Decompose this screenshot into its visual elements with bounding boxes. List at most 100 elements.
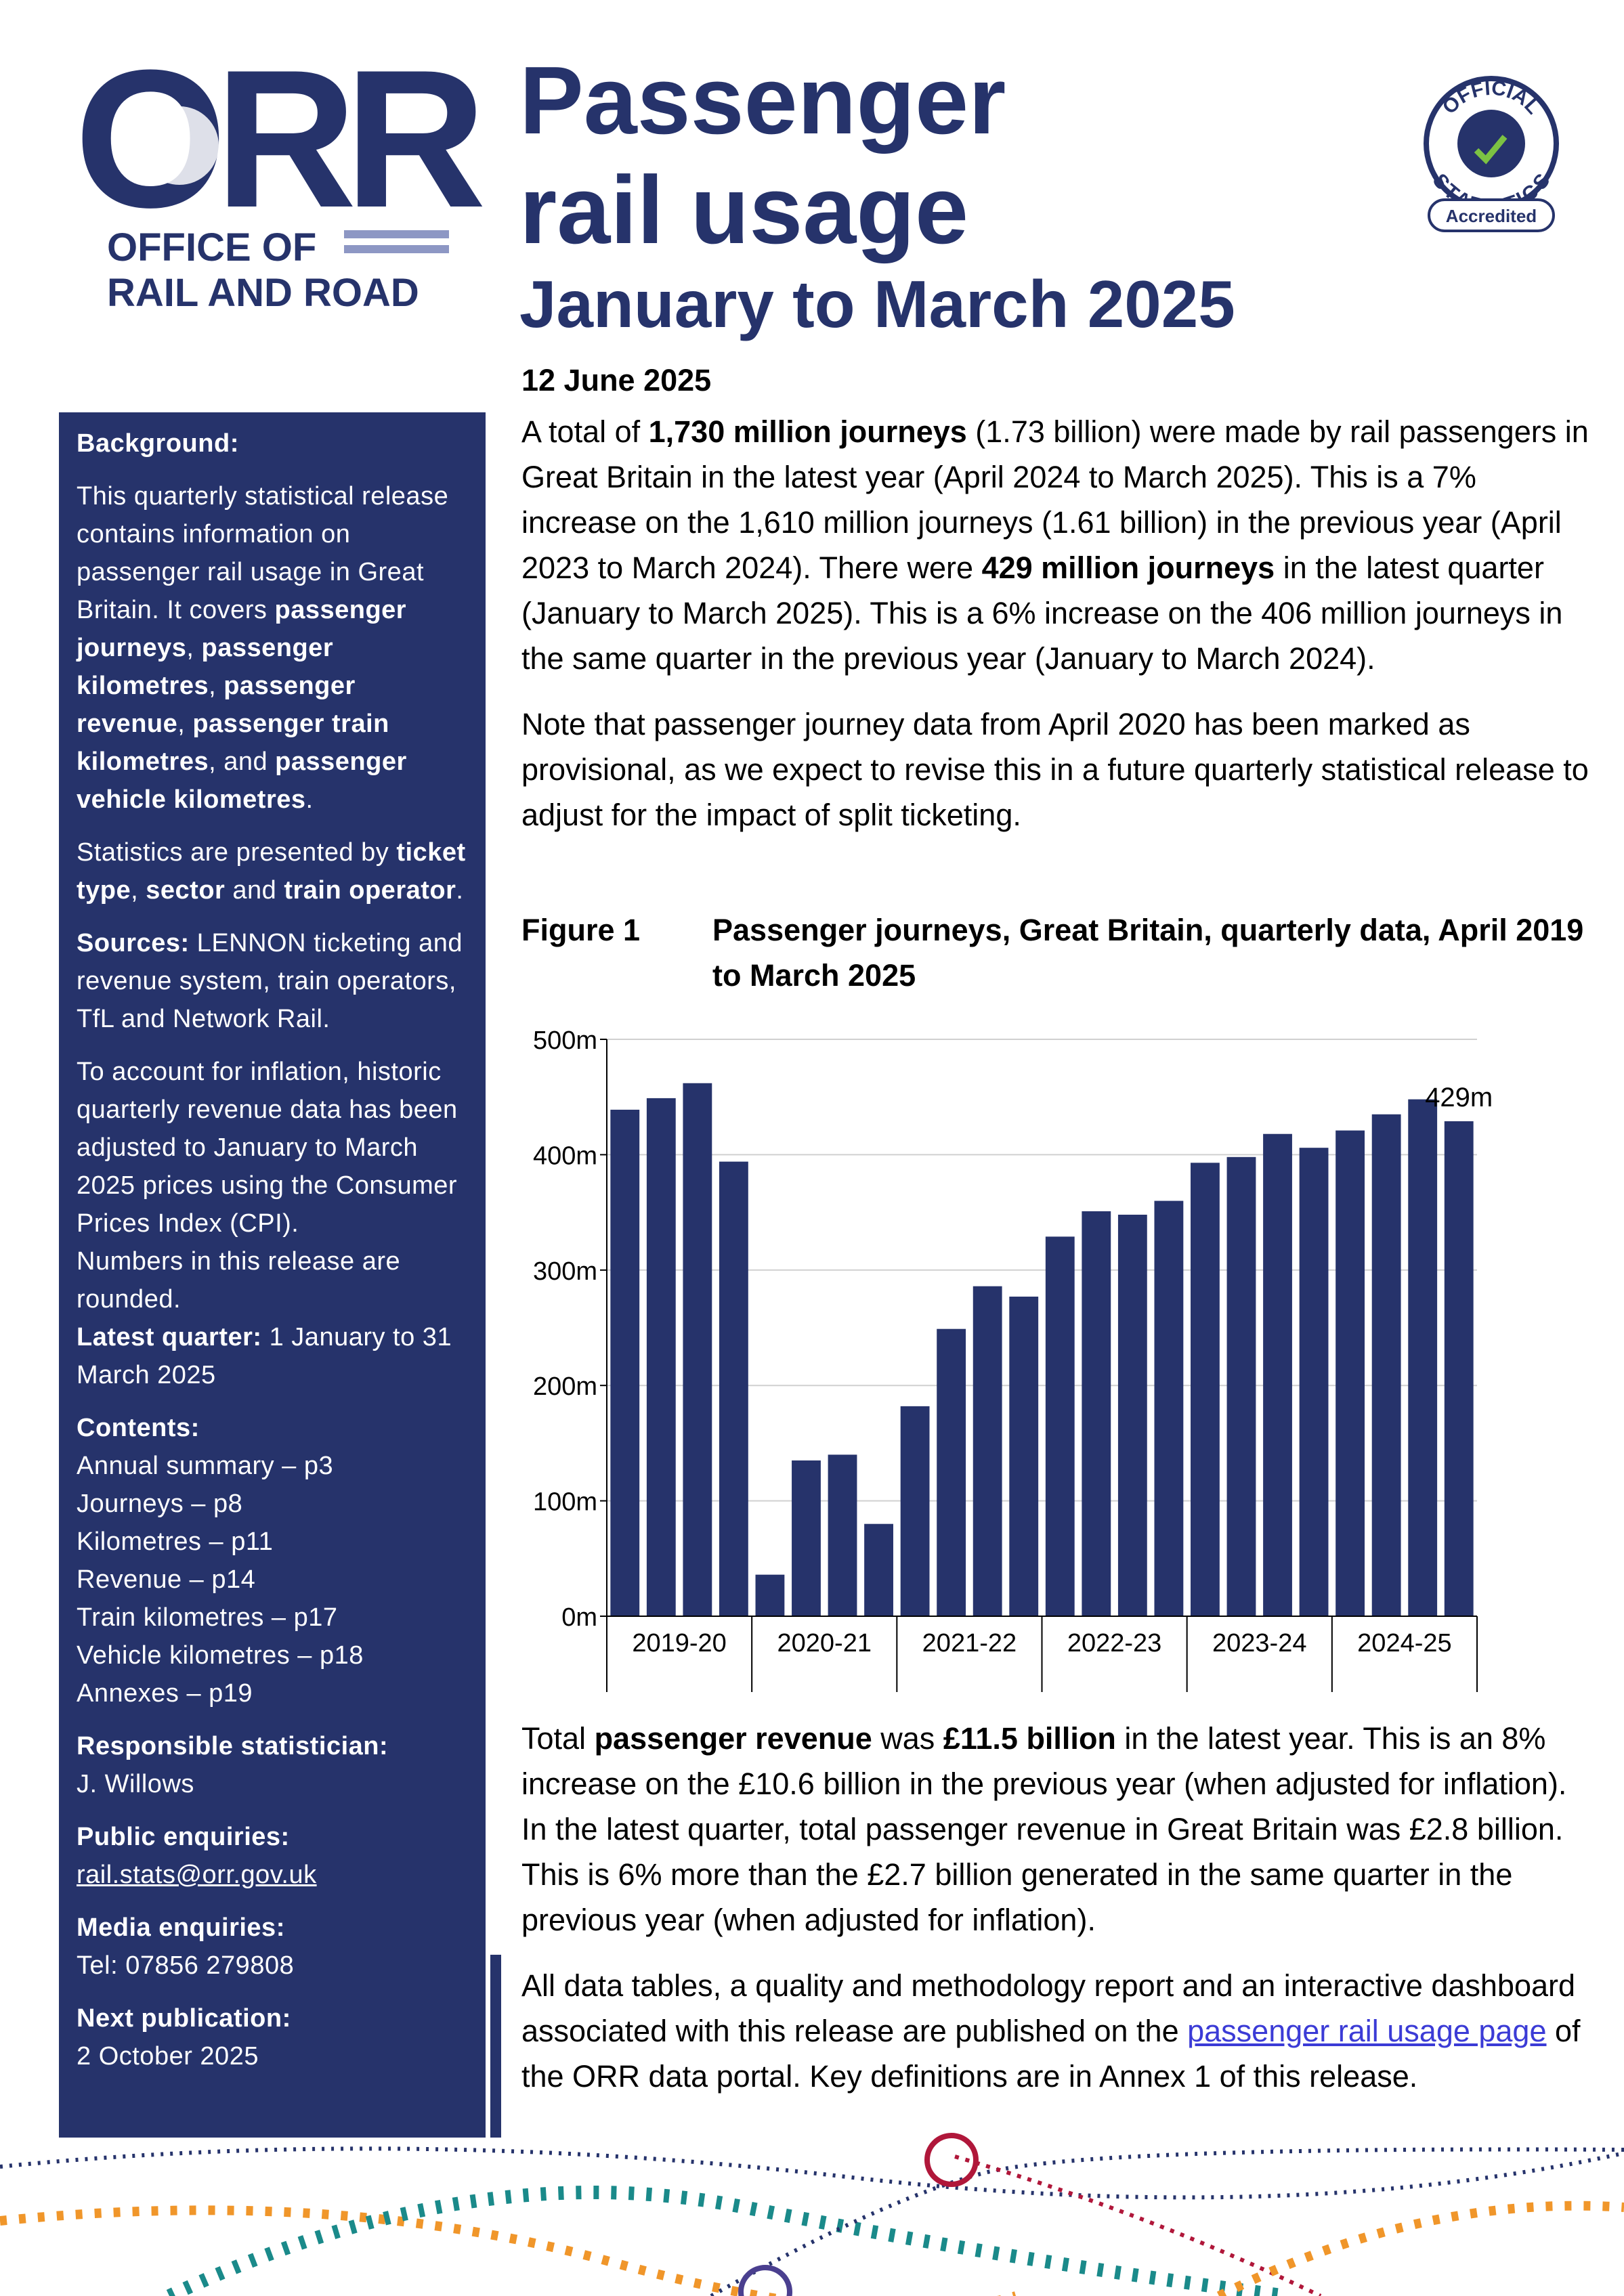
text-run: Total (521, 1721, 595, 1756)
bar (1009, 1296, 1039, 1616)
text-run: . (456, 876, 464, 905)
body-text: Total passenger revenue was £11.5 billio… (521, 1716, 1591, 2119)
sidebar-block: Sources: LENNON ticketing and revenue sy… (77, 924, 468, 1038)
bold-text: sector (146, 876, 226, 905)
text-run: , (209, 672, 224, 700)
sidebar-block: This quarterly statistical release conta… (77, 477, 468, 819)
paragraph: All data tables, a quality and methodolo… (521, 1963, 1591, 2099)
sidebar-line: Train kilometres – p17 (77, 1599, 468, 1637)
bar (937, 1328, 966, 1616)
logo-letters: ORR (74, 29, 483, 248)
bold-text: passenger kilometres (77, 634, 334, 700)
bar (828, 1454, 857, 1616)
text-run: , (186, 634, 202, 662)
sidebar-block: Media enquiries: Tel: 07856 279808 (77, 1909, 468, 1985)
sidebar-line: Journeys – p8 (77, 1485, 468, 1523)
bold-text: 1,730 million journeys (648, 414, 967, 449)
sidebar-line: Responsible statistician: (77, 1727, 468, 1765)
bar (1335, 1130, 1365, 1616)
bold-text: passenger vehicle kilometres (77, 748, 407, 814)
bold-text: passenger revenue (77, 672, 356, 738)
sidebar-line: Media enquiries: (77, 1909, 468, 1947)
x-group-label: 2019-20 (632, 1629, 726, 1658)
text-run: , and (209, 748, 276, 776)
text-run: Tel: 07856 279808 (77, 1951, 295, 1980)
logo-stripe (344, 245, 449, 253)
sidebar-line: Tel: 07856 279808 (77, 1947, 468, 1985)
text-run: Vehicle kilometres – p18 (77, 1641, 364, 1670)
text-run: of the ORR data portal. Key definitions … (521, 2014, 1581, 2094)
bold-text: passenger journeys (77, 596, 407, 662)
link[interactable]: passenger rail usage page (1187, 2014, 1547, 2048)
bar (1263, 1133, 1292, 1616)
bar (1045, 1236, 1075, 1616)
text-run: LENNON ticketing and revenue system, tra… (77, 929, 463, 1033)
sidebar: Background: This quarterly statistical re… (59, 412, 486, 2138)
text-run: Kilometres – p11 (77, 1528, 274, 1556)
sidebar-line: Revenue – p14 (77, 1561, 468, 1599)
bar (973, 1286, 1002, 1616)
bold-text: Media enquiries: (77, 1913, 285, 1942)
bold-text: passenger train kilometres (77, 710, 389, 776)
text-run: Revenue – p14 (77, 1565, 256, 1594)
bar (1408, 1099, 1438, 1616)
bold-text: train operator (284, 876, 456, 905)
text-run: Journeys – p8 (77, 1490, 243, 1518)
text-run: A total of (521, 414, 649, 449)
text-run: was (872, 1721, 943, 1756)
bold-text: Public enquiries: (77, 1823, 290, 1851)
bar (1191, 1163, 1220, 1616)
sidebar-line: To account for inflation, historic quart… (77, 1053, 468, 1242)
y-tick-label: 500m (533, 1026, 597, 1055)
sidebar-line: Kilometres – p11 (77, 1523, 468, 1561)
bold-text: Contents: (77, 1414, 200, 1442)
bar (900, 1406, 930, 1616)
bar (1154, 1200, 1184, 1616)
bold-text: Sources: (77, 929, 190, 957)
badge-label: Accredited (1446, 206, 1537, 226)
intro: A total of 1,730 million journeys (1.73 … (521, 409, 1591, 858)
bar (1117, 1215, 1147, 1616)
sidebar-line: Next publication: (77, 1999, 468, 2037)
x-group-label: 2022-23 (1067, 1629, 1161, 1658)
sidebar-line: Numbers in this release are rounded. (77, 1242, 468, 1318)
bold-text: passenger revenue (594, 1721, 872, 1756)
date: 12 June 2025 (521, 363, 712, 397)
sidebar-line: Sources: LENNON ticketing and revenue sy… (77, 924, 468, 1038)
sidebar-block: Next publication: 2 October 2025 (77, 1999, 468, 2075)
y-tick-label: 400m (533, 1142, 597, 1170)
bar (1226, 1156, 1256, 1616)
logo-line: RAIL AND ROAD (107, 271, 419, 315)
bar (610, 1109, 640, 1616)
bar (1299, 1148, 1329, 1616)
logo-stripe (344, 230, 449, 238)
sidebar-line: Annexes – p19 (77, 1674, 468, 1712)
bar (755, 1574, 785, 1616)
text-run: and (225, 876, 284, 905)
bold-text: Responsible statistician: (77, 1732, 389, 1760)
sidebar-line: Statistics are presented by ticket type,… (77, 833, 468, 909)
text-run: in the latest year. This is an 8% increa… (521, 1721, 1567, 1937)
paragraph: Total passenger revenue was £11.5 billio… (521, 1716, 1591, 1943)
text-run: (1.73 billion) were made by rail passeng… (521, 414, 1589, 585)
sidebar-block: Responsible statistician: J. Willows (77, 1727, 468, 1803)
bar (864, 1523, 893, 1616)
paragraph: A total of 1,730 million journeys (1.73 … (521, 409, 1591, 681)
link[interactable]: rail.stats@orr.gov.uk (77, 1861, 317, 1889)
sidebar-line: Annual summary – p3 (77, 1447, 468, 1485)
text-run: 2 October 2025 (77, 2042, 259, 2071)
sidebar-line: Background: (77, 425, 468, 462)
bar (719, 1161, 748, 1616)
figure-caption: Passenger journeys, Great Britain, quart… (712, 913, 1584, 993)
x-group-label: 2023-24 (1212, 1629, 1306, 1658)
text-run: Numbers in this release are rounded. (77, 1247, 401, 1314)
y-tick-label: 100m (533, 1488, 597, 1517)
bold-text: Background: (77, 429, 239, 458)
y-tick-label: 200m (533, 1372, 597, 1401)
text-run: , (131, 876, 146, 905)
text-run: 1 January to 31 March 2025 (77, 1323, 452, 1389)
y-tick-label: 300m (533, 1257, 597, 1286)
text-run: Annual summary – p3 (77, 1452, 334, 1480)
